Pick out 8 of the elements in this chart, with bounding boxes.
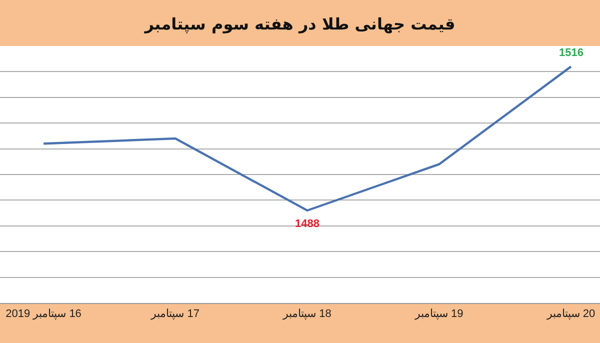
data-label: 1488	[295, 218, 320, 230]
x-tick-label: 16 سپتامبر 2019	[6, 308, 82, 320]
data-label: 1516	[559, 47, 584, 59]
x-tick-label: 19 سپتامبر	[414, 308, 464, 320]
x-tick-label: 20 سپتامبر	[546, 308, 596, 320]
x-tick-label: 18 سپتامبر	[282, 308, 332, 320]
chart-title: قیمت جهانی طلا در هفته سوم سپتامبر	[144, 14, 456, 34]
x-tick-label: 17 سپتامبر	[150, 308, 200, 320]
